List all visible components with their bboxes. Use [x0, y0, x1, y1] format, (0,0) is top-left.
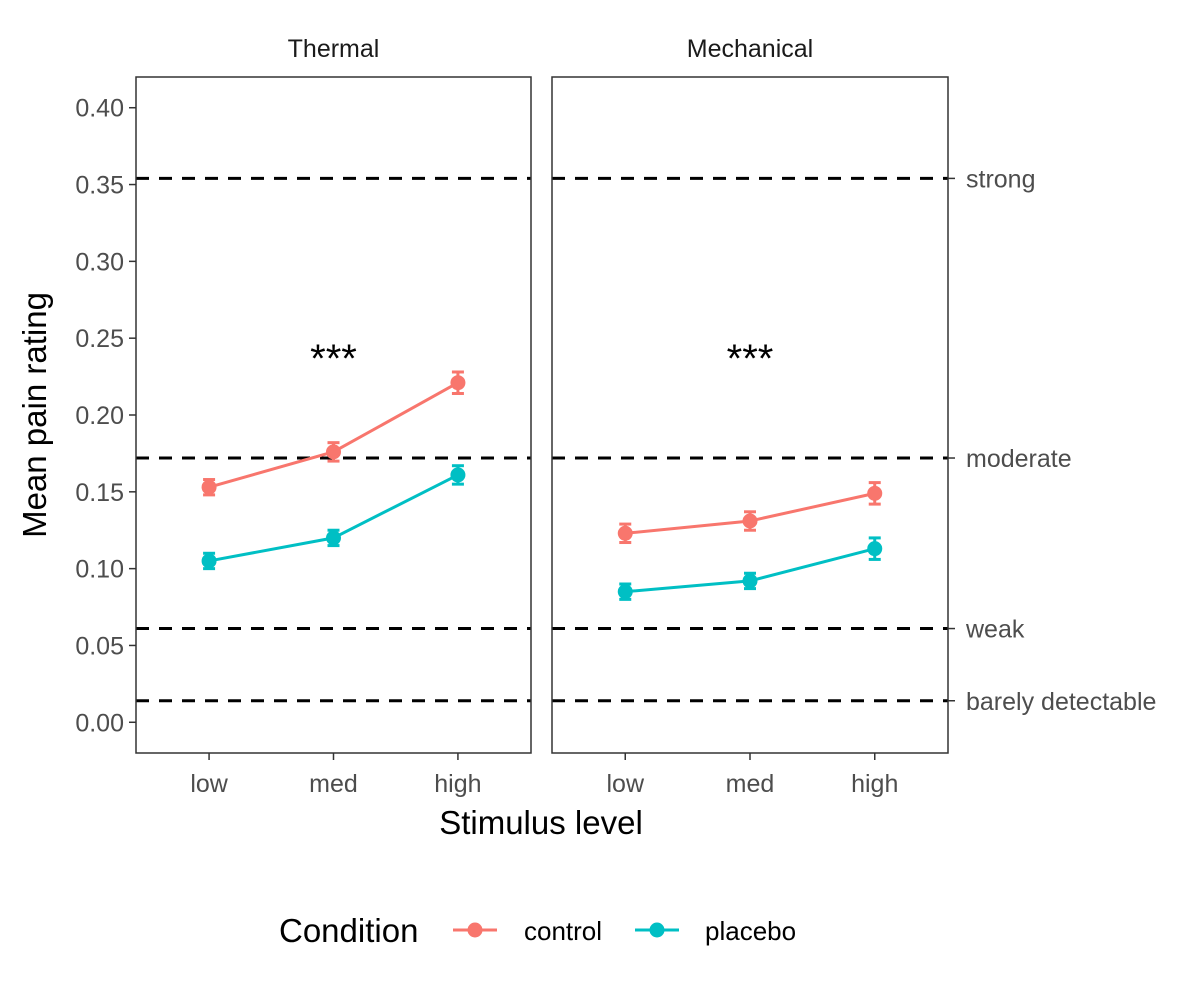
reference-line-labels: strong moderate weak barely detectable [948, 165, 1156, 716]
y-axis-title: Mean pain rating [16, 292, 53, 538]
legend: Condition control placebo [279, 912, 796, 949]
significance-annotation-thermal: *** [310, 337, 357, 381]
series-line-placebo-thermal [208, 473, 459, 563]
data-point-placebo-high-mechanical [867, 541, 883, 557]
panel-thermal: Thermal low med high *** [135, 35, 532, 798]
significance-annotation-mechanical: *** [727, 337, 774, 381]
ref-label-weak: weak [965, 616, 1025, 644]
y-tick-label-0-15: 0.15 [75, 479, 124, 507]
legend-label-placebo: placebo [705, 916, 796, 946]
x-tick-label-low-thermal: low [190, 770, 228, 798]
y-tick-label-0-20: 0.20 [75, 402, 124, 430]
data-point-placebo-low-thermal [201, 553, 217, 569]
data-point-placebo-med-mechanical [742, 573, 758, 589]
data-point-control-med-thermal [326, 444, 341, 460]
panel-title-thermal: Thermal [288, 35, 380, 63]
y-tick-label-0-00: 0.00 [75, 709, 124, 737]
y-tick-label-0-25: 0.25 [75, 325, 124, 353]
data-point-placebo-med-thermal [326, 530, 341, 546]
data-point-control-low-mechanical [617, 525, 633, 541]
panel-border-mechanical [551, 76, 949, 754]
series-line-control-thermal [208, 381, 459, 489]
data-point-control-high-mechanical [867, 485, 883, 501]
panel-title-mechanical: Mechanical [687, 35, 813, 63]
ref-label-strong: strong [966, 165, 1035, 193]
x-tick-label-med-thermal: med [309, 770, 358, 798]
x-tick-label-med-mechanical: med [726, 770, 775, 798]
legend-key-point-placebo [649, 922, 665, 938]
data-point-control-high-thermal [450, 375, 466, 391]
x-axis-title: Stimulus level [439, 804, 643, 841]
y-tick-label-0-35: 0.35 [75, 172, 124, 200]
data-point-control-low-thermal [201, 479, 217, 495]
panel-mechanical: Mechanical low med high *** [551, 35, 949, 798]
data-point-placebo-high-thermal [450, 467, 466, 483]
panel-border-thermal [135, 76, 532, 754]
y-tick-label-0-30: 0.30 [75, 248, 124, 276]
y-tick-label-0-40: 0.40 [75, 95, 124, 123]
data-point-placebo-low-mechanical [617, 584, 633, 600]
legend-label-control: control [524, 916, 602, 946]
y-axis: 0.00 0.05 0.10 0.15 0.20 0.25 0.30 0.35 0.40 [75, 95, 136, 737]
x-tick-label-high-mechanical: high [851, 770, 898, 798]
ref-label-moderate: moderate [966, 445, 1072, 473]
panels-layer: Thermal low med high *** Mechanical low med high… [135, 35, 949, 798]
x-tick-label-low-mechanical: low [607, 770, 645, 798]
x-tick-label-high-thermal: high [434, 770, 481, 798]
ref-label-barely-detectable: barely detectable [966, 688, 1156, 716]
y-tick-label-0-05: 0.05 [75, 632, 124, 660]
legend-key-point-control [467, 922, 483, 938]
data-point-control-med-mechanical [742, 513, 758, 529]
legend-title: Condition [279, 912, 418, 949]
y-tick-label-0-10: 0.10 [75, 556, 124, 584]
